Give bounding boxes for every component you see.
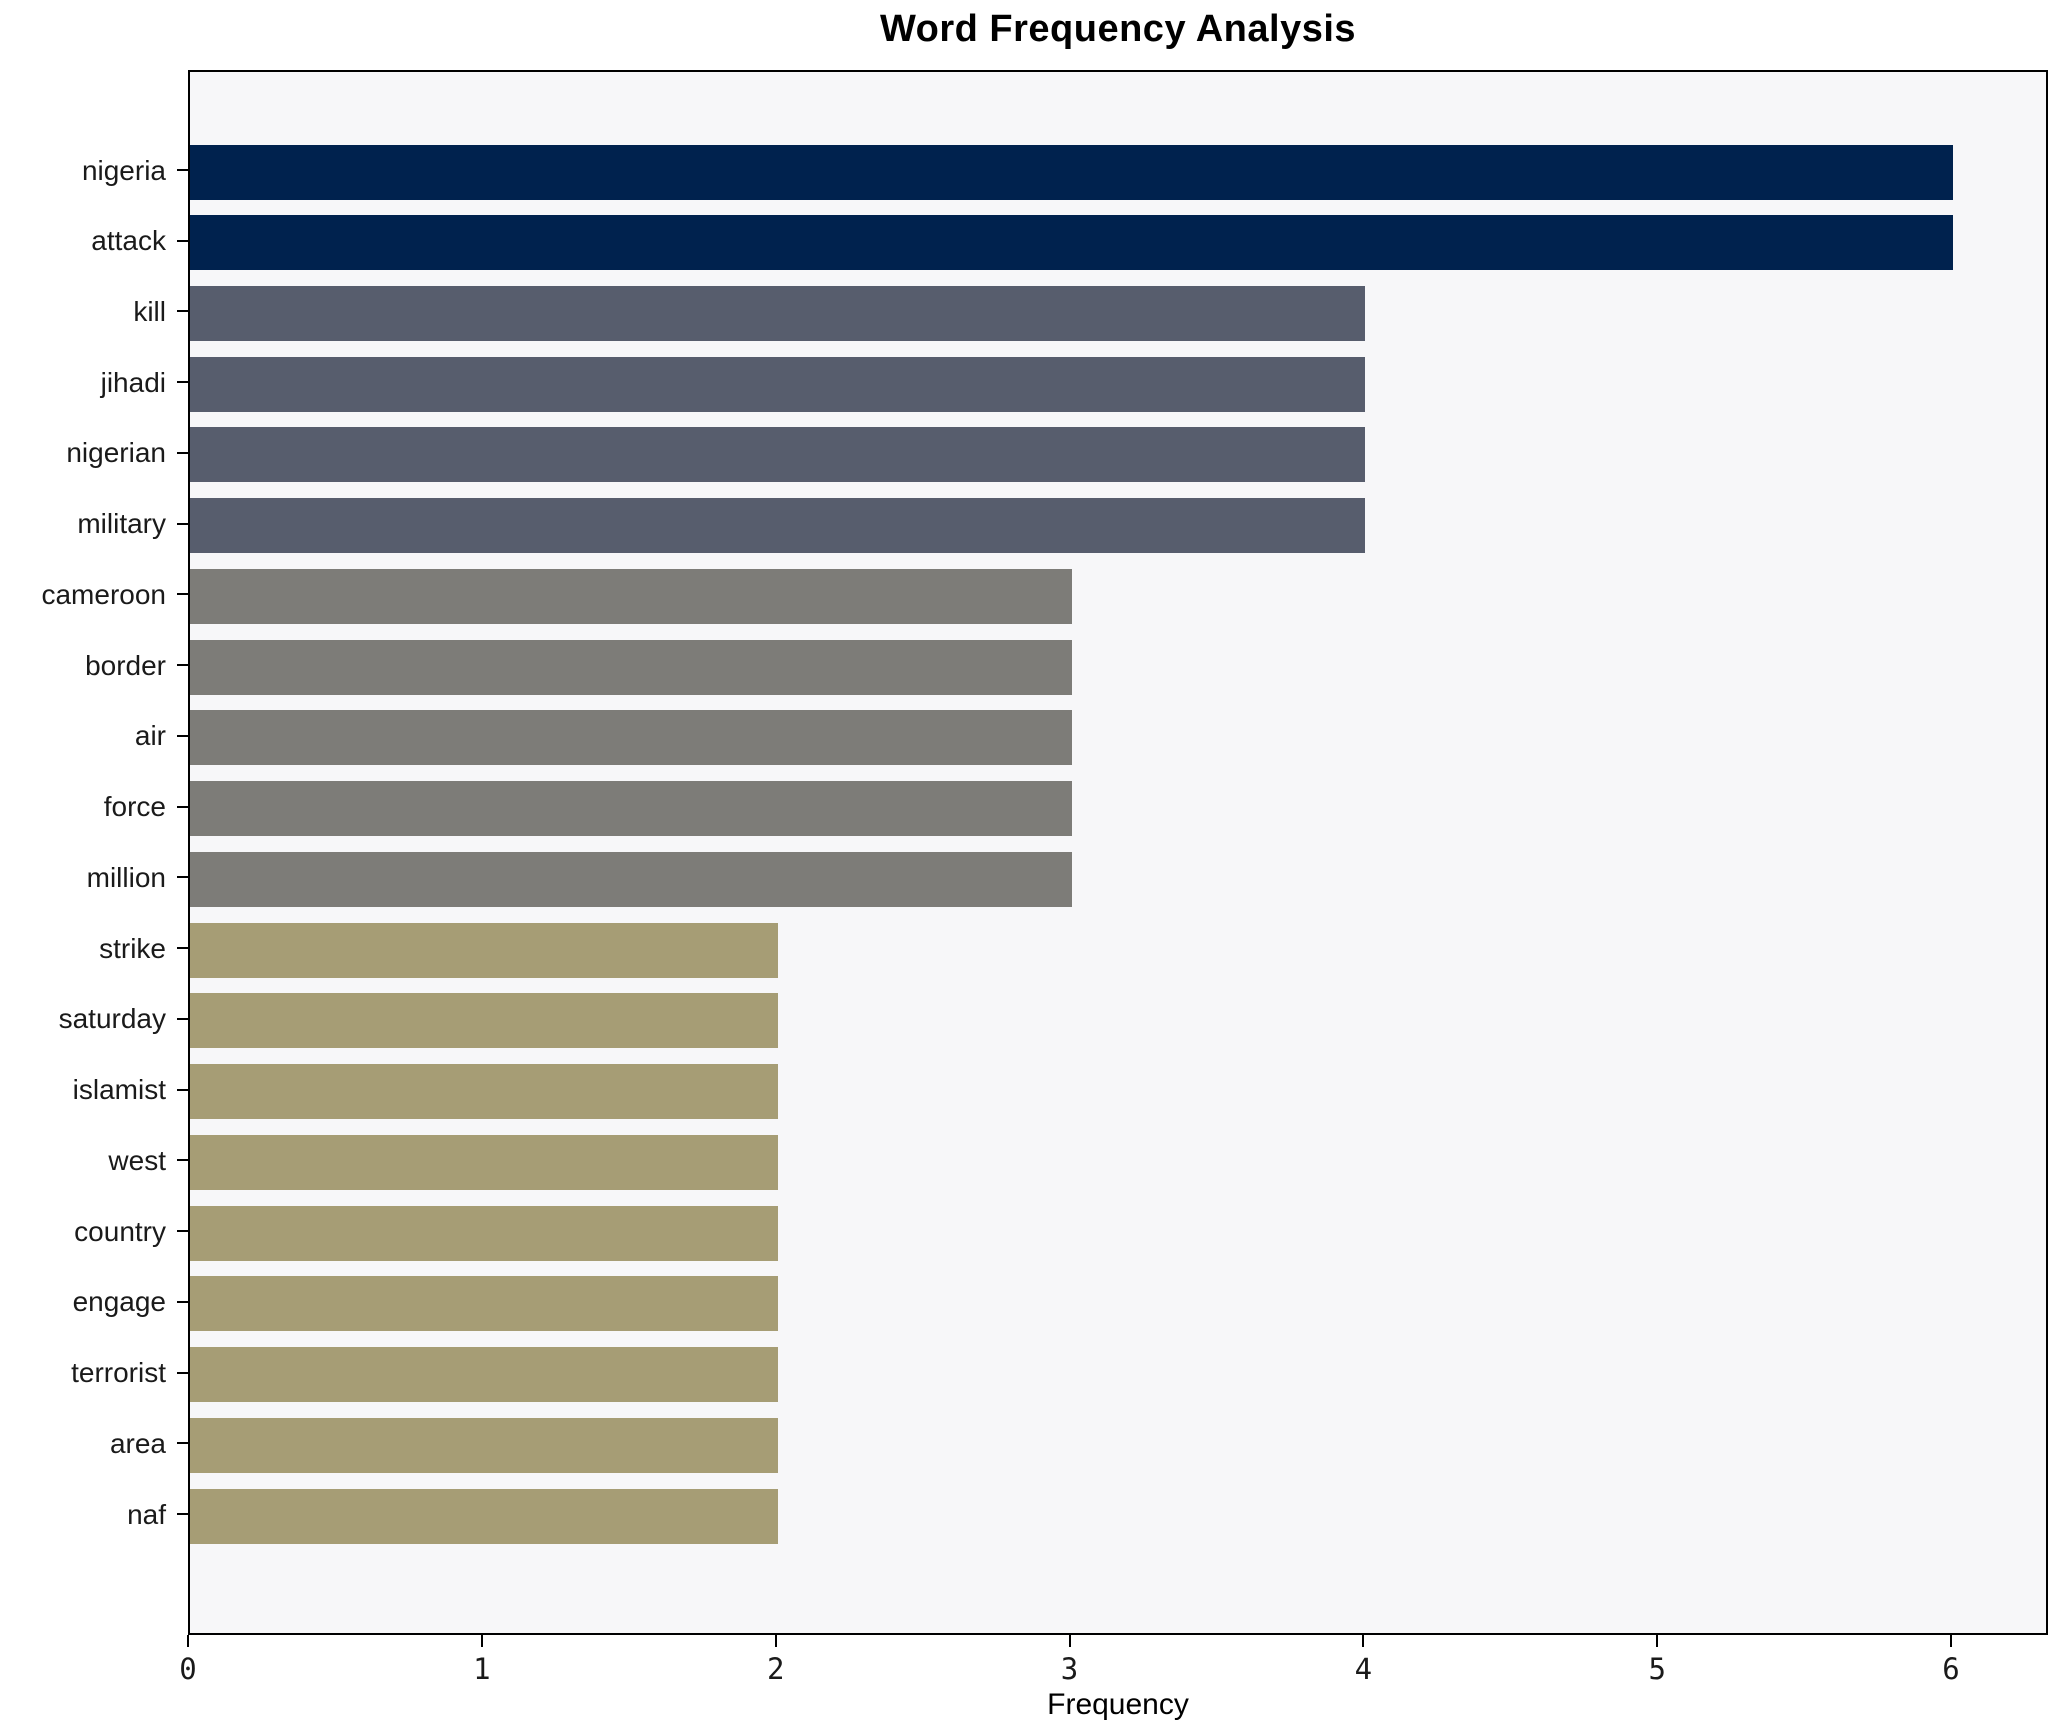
y-tick-mark	[177, 1159, 188, 1162]
chart-title: Word Frequency Analysis	[879, 8, 1357, 50]
y-tick-mark	[177, 876, 188, 879]
bar-cameroon	[190, 568, 1072, 624]
bar-area	[190, 1417, 778, 1473]
x-tick-mark	[1950, 1635, 1953, 1647]
bar-kill	[190, 285, 1366, 341]
bar-strike	[190, 922, 778, 978]
y-tick-label-million: million	[86, 861, 166, 893]
y-tick-label-border: border	[85, 649, 166, 681]
y-tick-label-naf: naf	[127, 1498, 166, 1530]
y-tick-label-area: area	[109, 1427, 166, 1459]
y-tick-label-force: force	[103, 791, 166, 823]
y-tick-label-military: military	[77, 508, 166, 540]
x-tick-label-0: 0	[179, 1652, 197, 1686]
bar-attack	[190, 215, 1954, 271]
x-tick-label-4: 4	[1354, 1652, 1373, 1686]
x-tick-label-2: 2	[766, 1652, 785, 1686]
y-tick-mark	[177, 1088, 188, 1091]
x-tick-mark	[774, 1635, 777, 1647]
x-axis-label: Frequency	[1047, 1688, 1189, 1721]
y-tick-mark	[177, 310, 188, 313]
y-tick-label-nigeria: nigeria	[81, 154, 166, 186]
y-tick-mark	[177, 169, 188, 171]
y-tick-label-kill: kill	[133, 295, 166, 327]
bar-engage	[190, 1276, 778, 1332]
y-tick-mark	[177, 1230, 188, 1233]
plot-area	[188, 70, 2048, 1635]
y-tick-mark	[177, 1300, 188, 1303]
y-tick-mark	[177, 1017, 188, 1020]
bar-nigerian	[190, 427, 1366, 483]
y-tick-mark	[177, 1513, 188, 1516]
bar-border	[190, 639, 1072, 695]
bar-jihadi	[190, 356, 1366, 412]
bar-west	[190, 1134, 778, 1190]
x-tick-label-6: 6	[1942, 1652, 1960, 1686]
x-tick-mark	[1362, 1635, 1365, 1647]
y-tick-label-strike: strike	[99, 932, 166, 964]
y-tick-label-air: air	[134, 720, 166, 752]
y-tick-mark	[177, 1371, 188, 1374]
y-tick-label-jihadi: jihadi	[100, 366, 166, 398]
bar-nigeria	[190, 144, 1954, 200]
y-tick-label-nigerian: nigerian	[66, 437, 166, 469]
y-tick-label-west: west	[108, 1144, 166, 1176]
x-tick-mark	[1656, 1635, 1659, 1647]
y-tick-mark	[177, 1442, 188, 1445]
x-tick-label-1: 1	[473, 1652, 491, 1686]
bar-air	[190, 710, 1072, 766]
x-tick-label-3: 3	[1060, 1652, 1079, 1686]
y-tick-label-attack: attack	[91, 225, 166, 257]
y-tick-mark	[177, 664, 188, 667]
y-tick-label-country: country	[74, 1215, 166, 1247]
bar-naf	[190, 1488, 778, 1544]
y-tick-mark	[177, 947, 188, 950]
y-tick-mark	[177, 239, 188, 242]
x-tick-mark	[1068, 1635, 1071, 1647]
y-tick-mark	[177, 451, 188, 454]
y-tick-mark	[177, 522, 188, 525]
bar-country	[190, 1205, 778, 1261]
y-tick-label-cameroon: cameroon	[41, 578, 166, 610]
bar-force	[190, 781, 1072, 837]
y-tick-label-terrorist: terrorist	[71, 1357, 166, 1389]
bar-million	[190, 851, 1072, 907]
bar-islamist	[190, 1064, 778, 1120]
y-tick-label-engage: engage	[72, 1286, 166, 1318]
bar-military	[190, 498, 1366, 554]
y-tick-mark	[177, 734, 188, 737]
y-tick-mark	[177, 381, 188, 384]
y-tick-mark	[177, 593, 188, 596]
bar-saturday	[190, 993, 778, 1049]
x-tick-label-5: 5	[1648, 1652, 1666, 1686]
x-tick-mark	[480, 1635, 483, 1647]
x-tick-mark	[187, 1635, 189, 1647]
bar-terrorist	[190, 1347, 778, 1403]
y-tick-label-islamist: islamist	[72, 1074, 166, 1106]
y-tick-label-saturday: saturday	[58, 1003, 166, 1035]
y-tick-mark	[177, 805, 188, 808]
